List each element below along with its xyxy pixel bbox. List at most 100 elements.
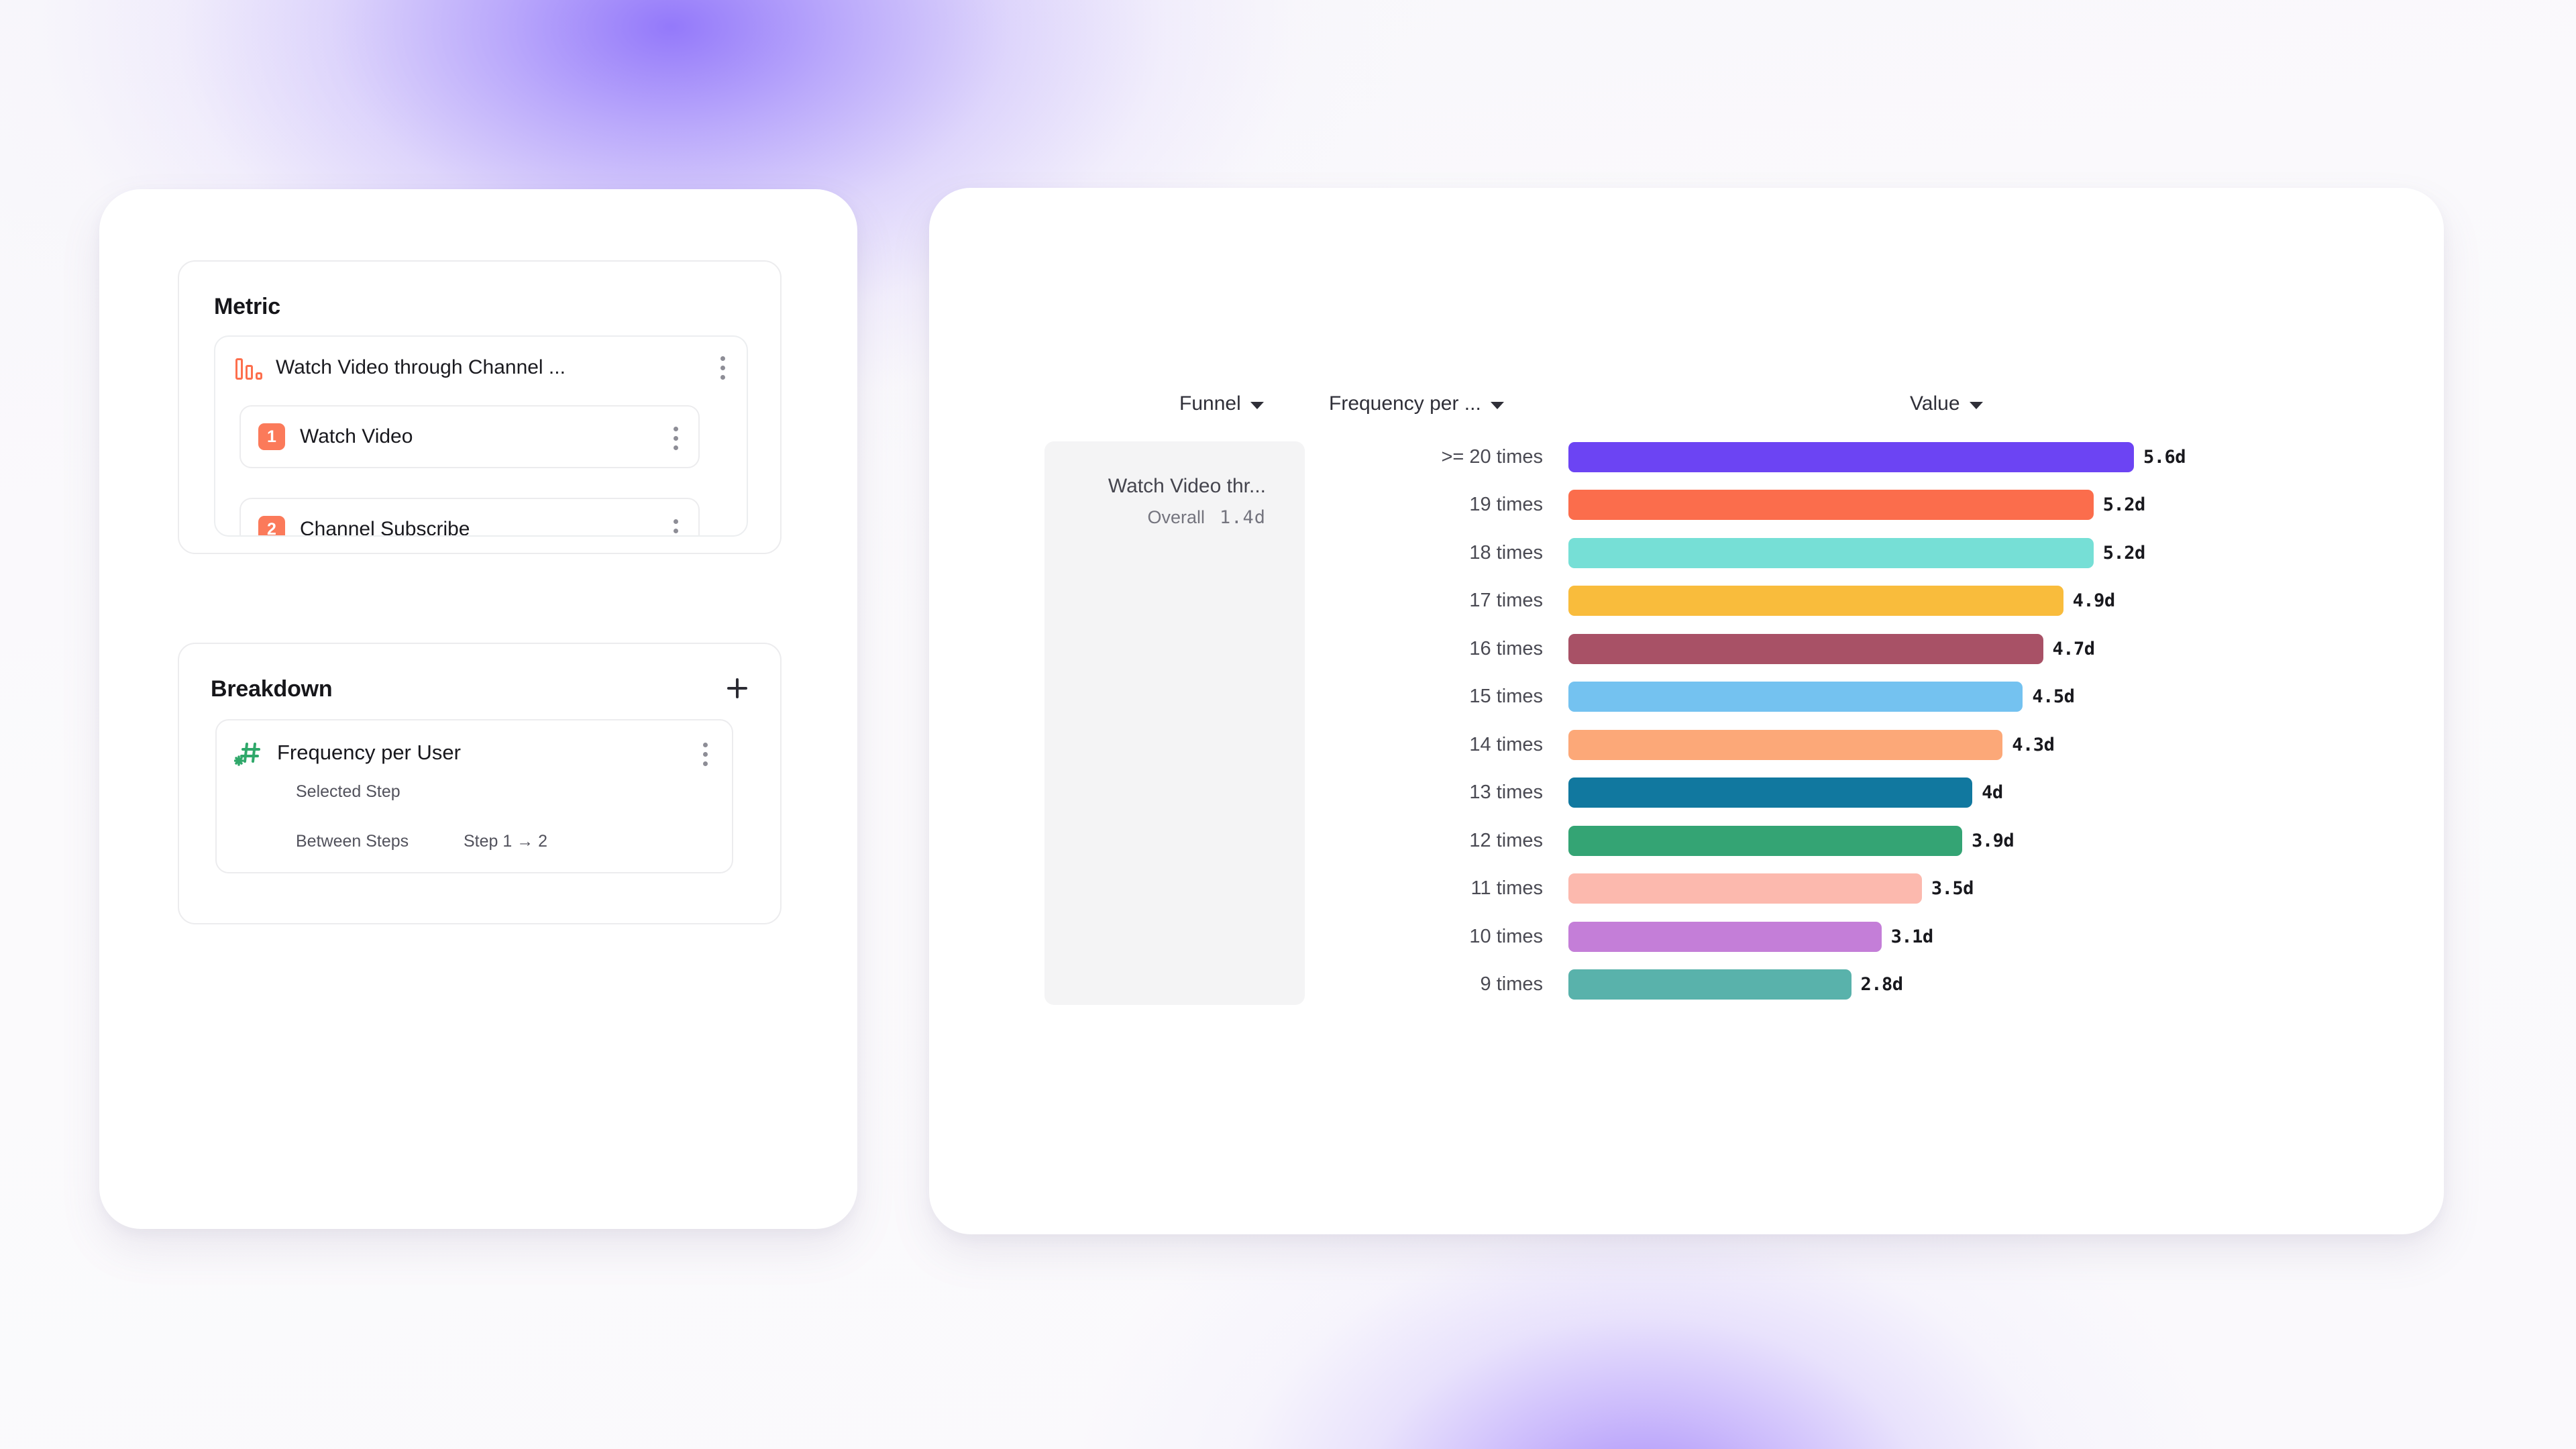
breakdown-item-header: Frequency per User [217,720,732,785]
breakdown-card-title: Breakdown [211,676,333,702]
funnel-step-row-2[interactable]: 2 Channel Subscribe [239,498,700,537]
bar-chart-row[interactable]: 19 times 5.2d [1368,488,2145,523]
bar[interactable] [1568,921,1882,952]
funnel-overall-label: Overall [1147,507,1205,527]
bar[interactable] [1568,873,1922,904]
bar-value-label: 4.3d [2012,734,2055,755]
column-header-funnel[interactable]: Funnel [1179,392,1264,415]
metric-header-row[interactable]: Watch Video through Channel ... [215,337,747,398]
bar-category-label: 13 times [1469,782,1543,803]
hash-sparkle-icon [234,738,264,767]
step-label: Watch Video [300,425,413,447]
breakdown-item-label: Frequency per User [277,741,461,764]
bar-category-label: 10 times [1469,925,1543,947]
kebab-menu-icon[interactable] [663,515,688,535]
metric-name: Watch Video through Channel ... [276,356,566,378]
step-index-badge: 2 [258,516,285,535]
bar-track: 5.2d [1568,490,2145,520]
bar-chart-icon [234,353,264,382]
bar-track: 4.5d [1568,682,2075,712]
kebab-menu-icon[interactable] [710,352,735,384]
funnel-cell-name: Watch Video thr... [1108,475,1266,497]
bar-track: 3.1d [1568,921,1934,952]
step-label: Channel Subscribe [300,518,470,537]
bar-value-label: 2.8d [1860,974,1904,995]
bar-category-label: 11 times [1470,877,1543,899]
bar-value-label: 5.2d [2102,494,2146,515]
step-index-badge: 1 [258,423,285,450]
bar-chart-row[interactable]: 18 times 5.2d [1368,535,2145,570]
plus-icon[interactable] [721,672,753,704]
bar-value-label: 3.9d [1972,830,2015,851]
bar-chart-row[interactable]: 13 times 4d [1368,775,2003,810]
bar-chart-row[interactable]: 17 times 4.9d [1368,584,2115,619]
bar[interactable] [1568,777,1973,808]
funnel-step-row-1[interactable]: 1 Watch Video [239,405,700,468]
bar-value-label: 4d [1982,782,2003,803]
bar-value-label: 4.7d [2052,638,2096,659]
column-header-value-label: Value [1910,392,1960,415]
bar-chart-row[interactable]: 9 times 2.8d [1368,967,1903,1002]
bar-value-label: 5.2d [2102,542,2146,564]
bar[interactable] [1568,537,2094,568]
bar[interactable] [1568,729,2003,760]
bar-value-label: 3.1d [1890,926,1934,947]
bar-chart-row[interactable]: 16 times 4.7d [1368,631,2095,666]
bar-track: 5.2d [1568,537,2146,568]
bar[interactable] [1568,969,1851,1000]
chevron-down-icon [1250,401,1264,409]
bar-category-label: 19 times [1469,494,1543,515]
bar-track: 5.6d [1568,441,2186,472]
bar-track: 4.9d [1568,586,2115,616]
bar-chart-row[interactable]: 10 times 3.1d [1368,919,1933,954]
column-header-funnel-label: Funnel [1179,392,1241,415]
breakdown-card: Breakdown Frequency per User [178,643,782,924]
funnel-cell[interactable]: Watch Video thr... Overall 1.4d [1044,441,1305,1005]
chevron-down-icon [1969,401,1983,409]
bar-category-label: 16 times [1469,637,1543,659]
bar-track: 3.5d [1568,873,1974,904]
bar-track: 3.9d [1568,825,2015,856]
bar-category-label: >= 20 times [1441,445,1543,468]
bar-category-label: 15 times [1469,686,1543,707]
chevron-down-icon [1490,401,1504,409]
bar[interactable] [1568,441,2134,472]
breakdown-item[interactable]: Frequency per User Selected Step Between… [215,719,733,873]
bar-track: 2.8d [1568,969,1903,1000]
left-config-panel: Metric Watch Video through Channel ... 1… [99,189,857,1229]
bar[interactable] [1568,633,2043,664]
bar-track: 4.7d [1568,633,2096,664]
metric-definition-box: Watch Video through Channel ... 1 Watch … [214,335,748,537]
column-header-frequency[interactable]: Frequency per ... [1329,392,1504,415]
metric-card: Metric Watch Video through Channel ... 1… [178,260,782,554]
bar-chart-row[interactable]: 12 times 3.9d [1368,823,2015,858]
bar[interactable] [1568,586,2063,616]
bar[interactable] [1568,490,2094,520]
bar-chart-row[interactable]: >= 20 times 5.6d [1368,439,2186,474]
bar-track: 4d [1568,777,2003,808]
metric-card-title: Metric [214,294,280,319]
bar-value-label: 5.6d [2143,446,2186,468]
kebab-menu-icon[interactable] [693,738,717,770]
bar-chart-row[interactable]: 15 times 4.5d [1368,680,2075,714]
between-steps-value[interactable]: Step 1 → 2 [464,832,548,851]
bar-chart-row[interactable]: 11 times 3.5d [1368,871,1974,906]
bar[interactable] [1568,825,1963,856]
bar-value-label: 4.9d [2072,590,2116,611]
bar-category-label: 14 times [1469,733,1543,755]
selected-step-label: Selected Step [296,782,400,801]
between-steps-label: Between Steps [296,832,409,851]
column-header-frequency-label: Frequency per ... [1329,392,1481,415]
bar-chart-row[interactable]: 14 times 4.3d [1368,727,2055,762]
column-header-value[interactable]: Value [1910,392,1983,415]
funnel-overall-value: 1.4d [1219,507,1266,528]
bar-category-label: 17 times [1469,590,1543,611]
bar-value-label: 4.5d [2032,686,2075,707]
bar-value-label: 3.5d [1931,878,1974,899]
bar-category-label: 18 times [1469,541,1543,564]
kebab-menu-icon[interactable] [663,422,688,454]
funnel-cell-overall: Overall 1.4d [1147,507,1266,528]
bar[interactable] [1568,682,2023,712]
bar-category-label: 12 times [1469,829,1543,851]
